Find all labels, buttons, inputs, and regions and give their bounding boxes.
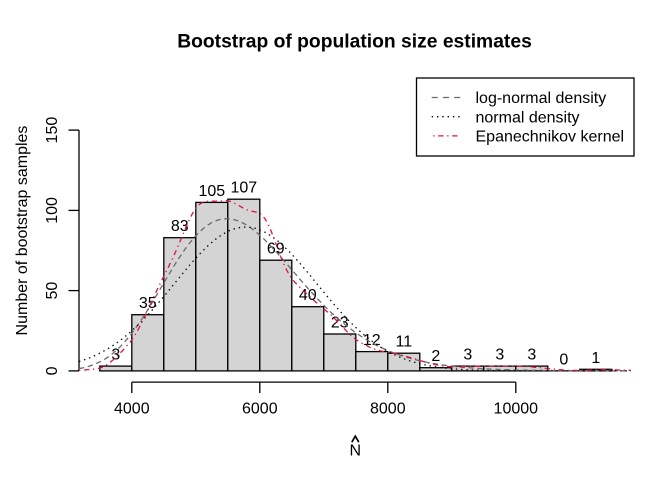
svg-text:Bootstrap of population size e: Bootstrap of population size estimates bbox=[177, 32, 532, 53]
svg-text:4000: 4000 bbox=[114, 401, 150, 418]
svg-text:105: 105 bbox=[198, 183, 225, 200]
svg-text:normal density: normal density bbox=[476, 109, 580, 126]
svg-text:83: 83 bbox=[171, 218, 189, 235]
svg-text:3: 3 bbox=[495, 347, 504, 364]
svg-text:69: 69 bbox=[267, 241, 285, 258]
svg-text:0: 0 bbox=[559, 351, 568, 368]
svg-text:10000: 10000 bbox=[494, 401, 539, 418]
svg-text:3: 3 bbox=[527, 347, 536, 364]
svg-text:150: 150 bbox=[44, 117, 61, 144]
svg-text:100: 100 bbox=[44, 197, 61, 224]
svg-text:3: 3 bbox=[463, 347, 472, 364]
svg-text:6000: 6000 bbox=[242, 401, 278, 418]
svg-text:log-normal density: log-normal density bbox=[476, 90, 607, 107]
svg-text:35: 35 bbox=[139, 295, 157, 312]
svg-text:11: 11 bbox=[395, 334, 412, 351]
svg-text:0: 0 bbox=[44, 366, 61, 375]
svg-text:3: 3 bbox=[111, 347, 120, 364]
svg-text:50: 50 bbox=[44, 282, 61, 300]
svg-text:8000: 8000 bbox=[370, 401, 406, 418]
svg-text:Epanechnikov kernel: Epanechnikov kernel bbox=[476, 129, 625, 146]
svg-text:Number of bootstrap samples: Number of bootstrap samples bbox=[14, 126, 31, 336]
svg-text:N: N bbox=[350, 443, 362, 460]
svg-text:2: 2 bbox=[431, 348, 440, 365]
svg-text:1: 1 bbox=[591, 350, 600, 367]
svg-text:12: 12 bbox=[363, 332, 381, 349]
svg-text:23: 23 bbox=[331, 315, 349, 332]
svg-text:107: 107 bbox=[230, 180, 257, 197]
